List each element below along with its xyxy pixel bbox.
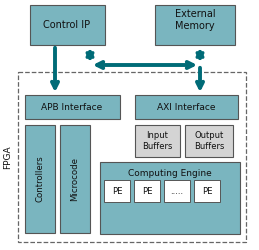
Bar xyxy=(134,180,160,202)
Text: AXI Interface: AXI Interface xyxy=(157,102,215,112)
Bar xyxy=(135,95,238,119)
Bar xyxy=(155,5,235,45)
Text: Microcode: Microcode xyxy=(70,157,80,201)
Text: Control IP: Control IP xyxy=(44,20,91,30)
Bar xyxy=(60,125,90,233)
Text: FPGA: FPGA xyxy=(4,145,12,169)
Bar xyxy=(25,125,55,233)
Bar xyxy=(104,180,130,202)
Text: Output
Buffers: Output Buffers xyxy=(194,131,224,151)
Text: External
Memory: External Memory xyxy=(175,9,215,31)
Bar xyxy=(100,162,240,234)
Text: .....: ..... xyxy=(170,186,184,196)
Bar xyxy=(135,125,180,157)
Bar xyxy=(25,95,120,119)
Text: Computing Engine: Computing Engine xyxy=(128,168,212,177)
Text: Input
Buffers: Input Buffers xyxy=(142,131,172,151)
Bar xyxy=(30,5,105,45)
Text: PE: PE xyxy=(112,186,122,196)
Bar xyxy=(18,72,246,242)
Text: PE: PE xyxy=(202,186,212,196)
Bar xyxy=(194,180,220,202)
Bar xyxy=(164,180,190,202)
Text: Controllers: Controllers xyxy=(35,156,45,202)
Text: APB Interface: APB Interface xyxy=(41,102,103,112)
Text: PE: PE xyxy=(142,186,152,196)
Bar xyxy=(185,125,233,157)
